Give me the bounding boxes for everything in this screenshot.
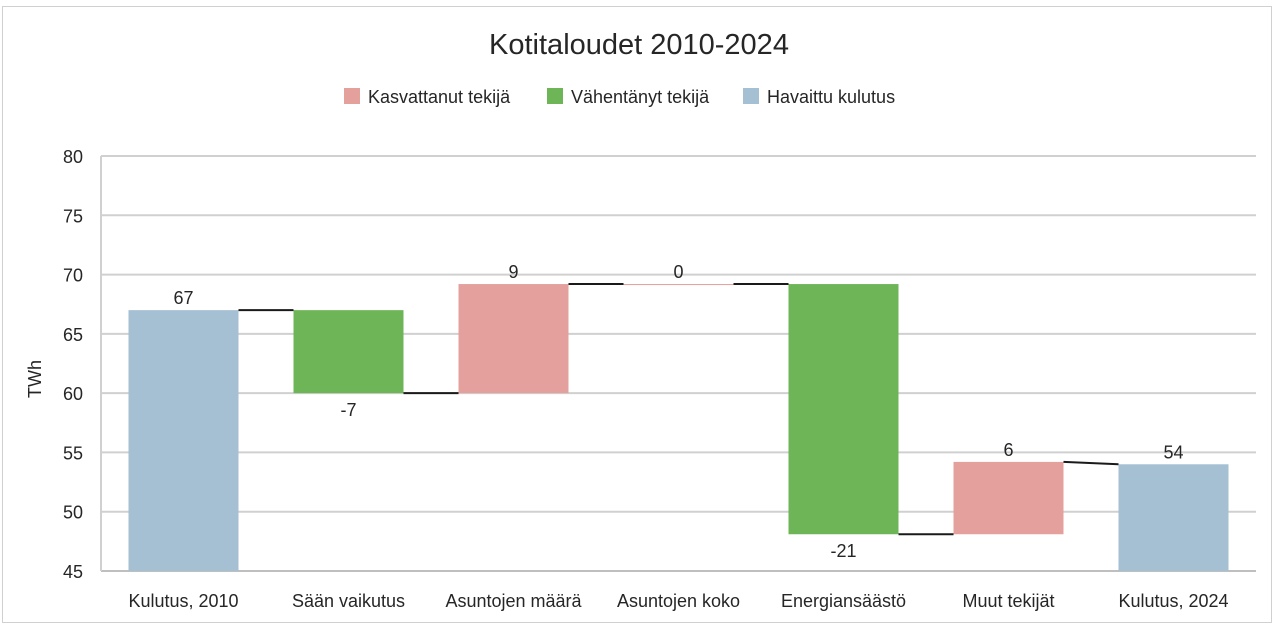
y-tick-label: 75	[63, 206, 83, 226]
y-tick-label: 70	[63, 266, 83, 286]
bar-increase[interactable]	[458, 284, 569, 394]
data-label: 6	[1003, 440, 1013, 460]
x-tick-label: Kulutus, 2024	[1118, 591, 1228, 611]
legend-label: Kasvattanut tekijä	[368, 87, 511, 107]
data-label: 67	[173, 288, 193, 308]
gridlines	[101, 155, 1256, 572]
bar-decrease[interactable]	[293, 310, 404, 394]
x-tick-label: Muut tekijät	[962, 591, 1054, 611]
y-tick-label: 60	[63, 384, 83, 404]
y-tick-label: 65	[63, 325, 83, 345]
legend-item[interactable]: Havaittu kulutus	[743, 87, 895, 107]
data-labels: 67 -7 9 0 -21 6 54	[173, 262, 1183, 561]
connector-lines	[238, 283, 1119, 536]
y-tick-label: 50	[63, 503, 83, 523]
data-label: 0	[673, 262, 683, 282]
x-tick-label: Sään vaikutus	[292, 591, 405, 611]
waterfall-chart: Kotitaloudet 2010-2024 Kasvattanut tekij…	[25, 29, 1256, 611]
chart-container[interactable]: Kotitaloudet 2010-2024 Kasvattanut tekij…	[2, 6, 1272, 623]
y-axis: 80 75 70 65 60 55 50 45	[63, 147, 102, 582]
legend-label: Havaittu kulutus	[767, 87, 895, 107]
data-label: 9	[508, 262, 518, 282]
data-label: -7	[340, 400, 356, 420]
x-tick-label: Kulutus, 2010	[128, 591, 238, 611]
x-tick-label: Energiansäästö	[781, 591, 906, 611]
data-label: 54	[1163, 442, 1183, 462]
y-axis-label: TWh	[25, 360, 45, 398]
connector-line	[1063, 460, 1119, 466]
bar-decrease[interactable]	[788, 284, 899, 535]
bar-increase[interactable]	[953, 461, 1064, 535]
legend: Kasvattanut tekijä Vähentänyt tekijä Havai…	[344, 87, 895, 107]
y-tick-label: 45	[63, 562, 83, 582]
legend-swatch-icon	[743, 88, 759, 104]
x-tick-label: Asuntojen määrä	[445, 591, 582, 611]
legend-label: Vähentänyt tekijä	[571, 87, 710, 107]
x-tick-label: Asuntojen koko	[617, 591, 740, 611]
legend-item[interactable]: Kasvattanut tekijä	[344, 87, 511, 107]
data-label: -21	[830, 541, 856, 561]
bar-increase[interactable]	[623, 284, 734, 286]
legend-swatch-icon	[547, 88, 563, 104]
chart-title: Kotitaloudet 2010-2024	[489, 29, 789, 61]
bars	[128, 284, 1229, 571]
legend-swatch-icon	[344, 88, 360, 104]
y-tick-label: 80	[63, 147, 83, 167]
legend-item[interactable]: Vähentänyt tekijä	[547, 87, 710, 107]
x-axis: Kulutus, 2010 Sään vaikutus Asuntojen määr…	[128, 591, 1228, 611]
y-tick-label: 55	[63, 443, 83, 463]
bar-total[interactable]	[1118, 464, 1229, 571]
bar-total[interactable]	[128, 310, 239, 571]
